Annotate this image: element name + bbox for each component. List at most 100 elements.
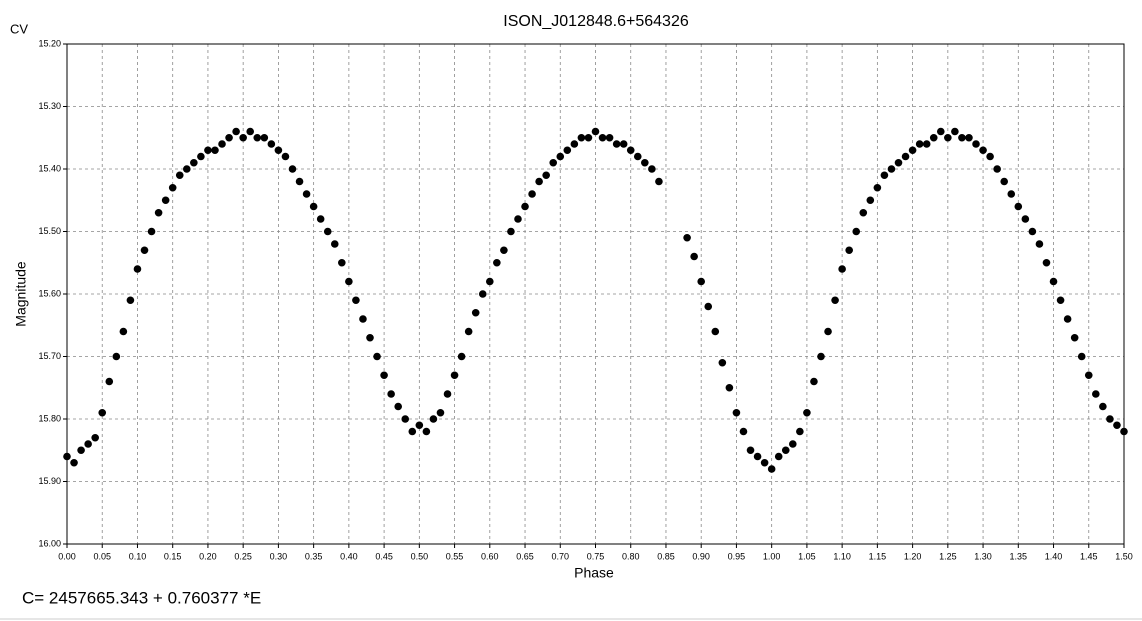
data-point bbox=[133, 265, 142, 273]
data-point bbox=[972, 140, 980, 148]
data-point bbox=[866, 196, 875, 205]
data-point bbox=[831, 296, 839, 305]
data-point bbox=[922, 140, 931, 148]
data-point bbox=[218, 140, 226, 148]
data-point bbox=[211, 146, 219, 155]
data-point bbox=[1063, 315, 1072, 323]
data-point bbox=[697, 277, 705, 286]
data-point bbox=[641, 158, 649, 167]
x-tick-label: 0.75 bbox=[587, 551, 605, 561]
x-tick-label: 0.15 bbox=[164, 551, 182, 561]
x-tick-label: 1.00 bbox=[763, 551, 781, 561]
y-tick-label: 15.50 bbox=[38, 226, 61, 236]
data-point bbox=[63, 452, 71, 461]
x-tick-label: 0.40 bbox=[340, 551, 358, 561]
data-point bbox=[619, 140, 628, 148]
x-tick-label: 0.05 bbox=[93, 551, 111, 561]
x-tick-label: 0.80 bbox=[622, 551, 640, 561]
data-point bbox=[753, 452, 762, 461]
x-tick-label: 0.65 bbox=[516, 551, 534, 561]
data-point bbox=[1028, 227, 1037, 236]
data-point bbox=[1099, 402, 1107, 411]
data-point bbox=[190, 158, 198, 167]
data-point bbox=[112, 352, 121, 361]
data-point bbox=[796, 427, 804, 436]
data-point bbox=[84, 440, 92, 448]
data-point bbox=[1070, 333, 1079, 342]
data-point bbox=[1106, 415, 1114, 423]
x-tick-label: 1.20 bbox=[904, 551, 922, 561]
data-point bbox=[161, 196, 170, 205]
y-tick-label: 15.70 bbox=[38, 351, 61, 361]
data-point bbox=[725, 383, 734, 392]
x-tick-label: 0.85 bbox=[657, 551, 675, 561]
y-axis-label: Magnitude bbox=[13, 261, 29, 327]
data-point bbox=[330, 240, 339, 248]
data-point bbox=[232, 127, 240, 136]
data-point bbox=[387, 390, 395, 398]
x-tick-label: 1.30 bbox=[974, 551, 992, 561]
data-point bbox=[542, 171, 550, 180]
data-point bbox=[979, 146, 987, 155]
x-tick-label: 0.45 bbox=[375, 551, 393, 561]
data-point bbox=[732, 408, 741, 417]
data-point bbox=[591, 127, 600, 136]
data-point bbox=[944, 133, 952, 142]
x-tick-label: 1.40 bbox=[1045, 551, 1063, 561]
data-point bbox=[951, 127, 959, 136]
data-point bbox=[274, 146, 283, 155]
data-point bbox=[873, 183, 882, 192]
data-point bbox=[204, 146, 212, 155]
data-point bbox=[549, 158, 558, 167]
data-point bbox=[436, 408, 445, 417]
data-point bbox=[119, 327, 128, 336]
y-tick-label: 15.90 bbox=[38, 476, 61, 486]
y-tick-label: 15.20 bbox=[38, 38, 61, 48]
data-point bbox=[345, 277, 353, 286]
data-point bbox=[929, 133, 938, 142]
data-point bbox=[373, 352, 381, 361]
data-point bbox=[281, 152, 290, 161]
data-point bbox=[91, 433, 99, 442]
data-point bbox=[478, 290, 487, 298]
data-point bbox=[246, 127, 255, 136]
data-point bbox=[767, 465, 776, 473]
x-tick-label: 0.30 bbox=[270, 551, 288, 561]
data-point bbox=[98, 408, 107, 417]
data-point bbox=[880, 171, 889, 180]
data-point bbox=[1084, 371, 1093, 380]
y-tick-label: 16.00 bbox=[38, 538, 61, 548]
data-point bbox=[1077, 352, 1086, 361]
data-point bbox=[1092, 390, 1100, 398]
x-tick-label: 1.50 bbox=[1115, 551, 1133, 561]
data-point bbox=[535, 177, 543, 186]
data-point bbox=[140, 246, 149, 255]
x-tick-label: 0.90 bbox=[692, 551, 710, 561]
data-point bbox=[359, 315, 367, 323]
data-point bbox=[915, 140, 924, 148]
data-point bbox=[838, 265, 846, 273]
x-tick-label: 0.50 bbox=[411, 551, 429, 561]
data-point bbox=[1014, 202, 1023, 211]
data-point bbox=[500, 246, 508, 255]
data-point bbox=[295, 177, 304, 186]
data-point bbox=[302, 190, 311, 198]
data-point bbox=[471, 308, 480, 317]
data-point bbox=[1056, 296, 1065, 305]
data-point bbox=[598, 133, 607, 142]
data-point bbox=[168, 183, 177, 192]
data-point bbox=[352, 296, 360, 305]
y-tick-label: 15.60 bbox=[38, 288, 61, 298]
data-point bbox=[774, 452, 783, 461]
data-point bbox=[514, 215, 522, 223]
data-point bbox=[464, 327, 473, 336]
data-point bbox=[77, 446, 85, 455]
data-point bbox=[563, 146, 572, 155]
data-point bbox=[556, 152, 565, 161]
data-point bbox=[901, 152, 910, 161]
data-point bbox=[70, 458, 78, 467]
data-point bbox=[789, 440, 797, 448]
data-point bbox=[260, 133, 269, 142]
data-point bbox=[182, 165, 191, 173]
